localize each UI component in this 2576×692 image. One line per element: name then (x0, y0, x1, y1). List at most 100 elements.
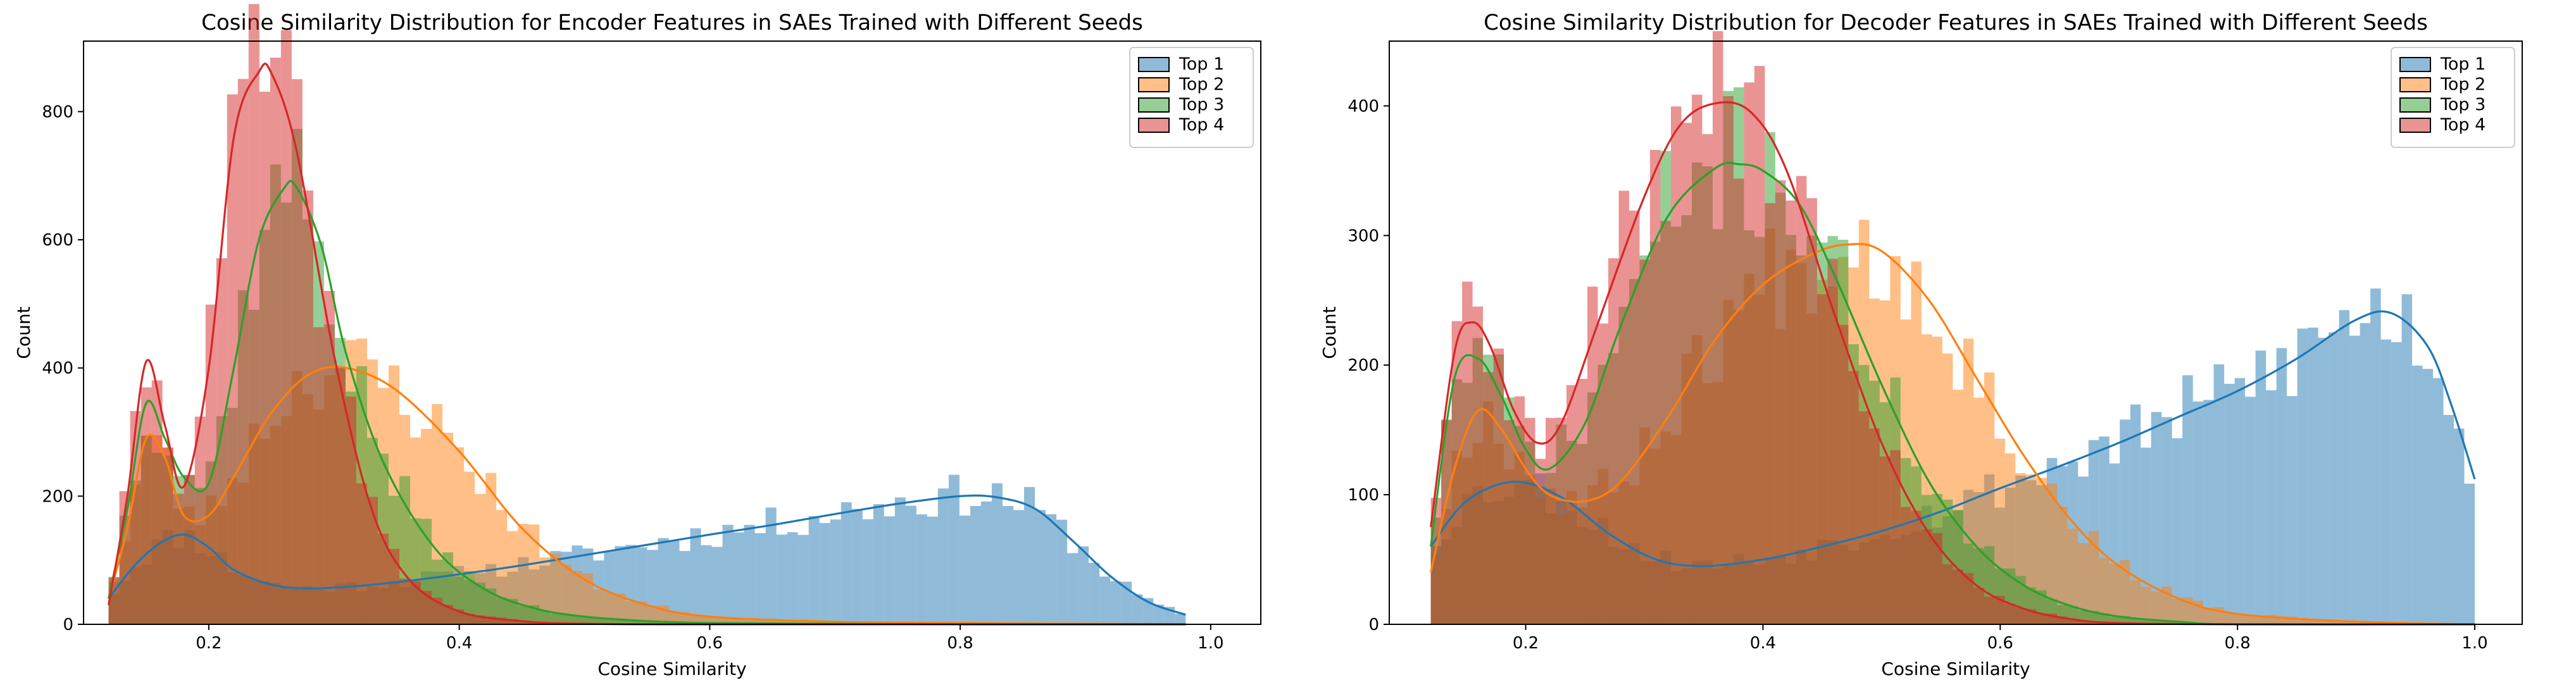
histogram-bar (1024, 486, 1035, 624)
x-tick-label: 0.4 (446, 634, 472, 653)
y-tick-label: 0 (1368, 615, 1379, 634)
histogram-bar (1869, 428, 1880, 624)
histogram-bar (485, 473, 497, 624)
legend-swatch (1138, 77, 1170, 92)
histogram-bar (291, 79, 303, 624)
histogram-bar (1984, 596, 1995, 624)
histogram-bar (937, 488, 949, 624)
histogram-bar (334, 368, 346, 624)
histogram-bar (141, 387, 152, 624)
decoder-y-axis-label: Count (1319, 306, 1340, 359)
histogram-bar (2339, 620, 2350, 624)
histogram-bar (1546, 417, 1556, 624)
histogram-bar (2036, 478, 2047, 624)
histogram-bar (776, 620, 787, 624)
histogram-bar (1754, 66, 1765, 625)
histogram-bar (658, 538, 669, 624)
histogram-bar (873, 504, 884, 624)
histogram-bar (765, 619, 777, 624)
histogram-bar (485, 588, 497, 624)
histogram-bar (1953, 569, 1963, 624)
histogram-bar (2245, 397, 2256, 624)
histogram-bar (561, 564, 572, 624)
histogram-bar (1597, 323, 1609, 624)
x-tick-label: 1.0 (2461, 634, 2487, 653)
histogram-bar (1900, 507, 1911, 624)
y-tick-label: 200 (1347, 356, 1379, 375)
histogram-bar (270, 58, 281, 625)
histogram-bar (1660, 221, 1671, 624)
encoder-x-axis-label: Cosine Similarity (597, 658, 746, 679)
histogram-bar (1035, 510, 1046, 624)
histogram-bar (528, 524, 540, 624)
y-tick-label: 400 (42, 359, 73, 378)
histogram-bar (1921, 529, 1932, 624)
histogram-bar (2297, 618, 2308, 624)
histogram-bar (1046, 514, 1057, 624)
histogram-bar (1132, 594, 1143, 624)
histogram-bar (2078, 621, 2089, 624)
histogram-bar (948, 474, 960, 624)
histogram-bar (733, 532, 744, 624)
legend-swatch (2399, 97, 2431, 113)
histogram-bar (2025, 474, 2037, 624)
legend-label: Top 2 (2440, 75, 2485, 94)
histogram-bar (2234, 378, 2246, 624)
histogram-bar (2391, 342, 2402, 624)
histogram-bar (593, 618, 604, 624)
histogram-bar (808, 516, 820, 624)
histogram-bar (227, 94, 238, 624)
histogram-bar (1796, 176, 1807, 625)
histogram-bar (2224, 613, 2235, 624)
x-tick-label: 0.8 (2224, 634, 2250, 653)
histogram-bar (572, 571, 583, 624)
histogram-bar (1890, 450, 1901, 624)
histogram-bar (2308, 619, 2318, 624)
histogram-bar (2130, 404, 2141, 624)
histogram-bar (647, 605, 658, 624)
histogram-bar (507, 619, 518, 624)
histogram-bar (582, 617, 594, 624)
kde-line-2 (1430, 242, 2475, 626)
histogram-bar (787, 621, 798, 624)
decoder-chart-title: Cosine Similarity Distribution for Decod… (1484, 10, 2428, 35)
histogram-bar (2360, 323, 2371, 624)
histogram-bar (1629, 210, 1640, 624)
histogram-bar (2339, 310, 2350, 624)
histogram-bar (2130, 619, 2141, 624)
histogram-bar (1067, 553, 1079, 624)
x-tick-label: 0.2 (1513, 634, 1539, 653)
histogram-bar (1153, 604, 1165, 624)
histogram-bar (2078, 543, 2089, 624)
legend-swatch (2399, 118, 2431, 133)
histogram-bar (1816, 294, 1828, 625)
histogram-bar (518, 605, 529, 624)
encoder-chart-title: Cosine Similarity Distribution for Encod… (201, 10, 1143, 35)
histogram-bar (496, 617, 508, 624)
y-tick-label: 400 (1347, 97, 1379, 116)
histogram-bar (2141, 587, 2151, 624)
histogram-bar (636, 601, 647, 624)
histogram-bar (2266, 390, 2277, 624)
y-tick-label: 0 (63, 615, 73, 634)
histogram-bar (744, 618, 755, 624)
kde-line-1 (108, 494, 1186, 616)
histogram-bar (615, 593, 626, 624)
decoder-plot-frame (1389, 40, 2523, 625)
histogram-bar (851, 509, 863, 624)
histogram-bar (1681, 123, 1692, 625)
histogram-bar (2067, 528, 2079, 624)
histogram-bar (2412, 366, 2423, 624)
histogram-bar (205, 304, 216, 624)
histogram-bar (744, 524, 755, 624)
histogram-bar (2318, 337, 2329, 624)
histogram-bar (2380, 339, 2392, 624)
histogram-bar (464, 614, 475, 624)
histogram-bar (2287, 396, 2298, 624)
decoder-kde-lines (1430, 101, 2476, 626)
histogram-bar (754, 533, 766, 624)
histogram-bar (787, 532, 798, 624)
histogram-bar (2255, 350, 2267, 624)
histogram-bar (615, 618, 626, 624)
